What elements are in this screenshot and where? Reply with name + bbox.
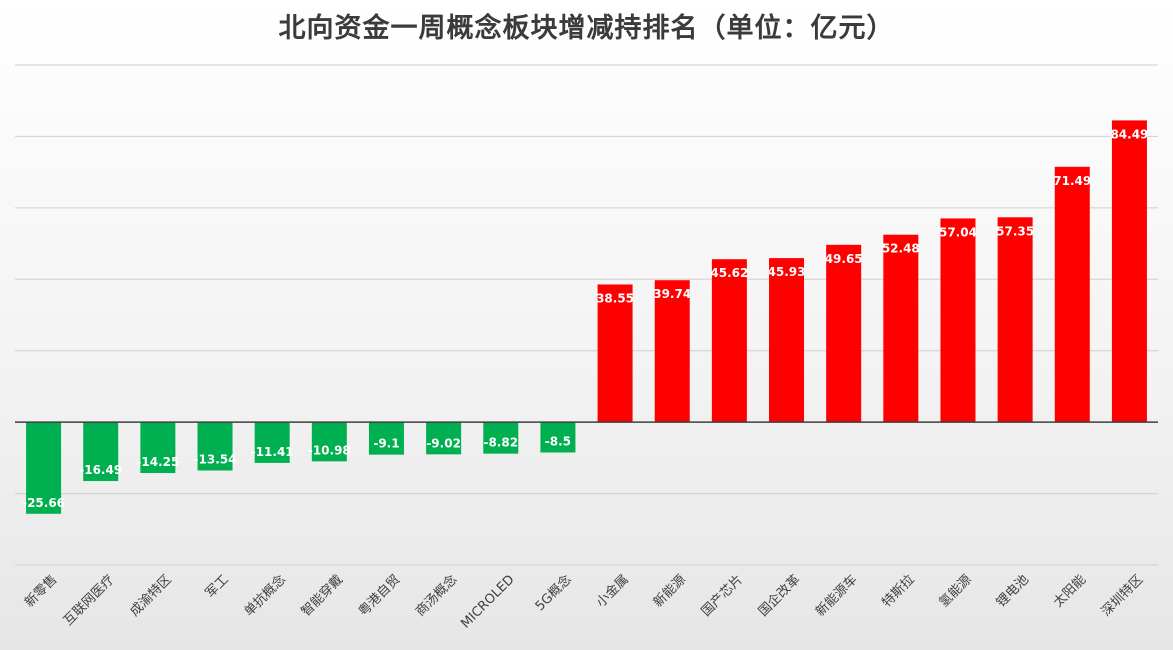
category-label: 成渝特区 xyxy=(127,572,175,620)
category-label: 特斯拉 xyxy=(879,572,917,610)
bar-成渝特区 xyxy=(140,422,176,474)
bar-新能源车 xyxy=(826,244,862,423)
gridlines xyxy=(15,64,1158,566)
category-label: 互联网医疗 xyxy=(61,572,118,629)
category-label: 单抗概念 xyxy=(241,572,289,620)
bar-小金属 xyxy=(597,284,633,423)
data-label: 57.04 xyxy=(939,225,977,239)
data-label: -13.54 xyxy=(194,453,237,467)
bar-太阳能 xyxy=(1054,166,1090,423)
data-label: -11.41 xyxy=(251,445,294,459)
category-label: 智能穿戴 xyxy=(298,572,346,620)
category-label: 粤港自贸 xyxy=(355,572,403,620)
data-label: 49.65 xyxy=(825,252,863,266)
data-label: -8.82 xyxy=(483,436,518,450)
data-labels: -25.66 -16.49 -14.25 -13.54 -11.41 -10.98 -9.1… xyxy=(22,127,1148,509)
category-label: 新能源车 xyxy=(812,572,860,620)
bar-新能源 xyxy=(654,280,690,423)
data-label: 39.74 xyxy=(653,287,691,301)
bar-互联网医疗 xyxy=(83,422,119,482)
data-label: -14.25 xyxy=(136,455,179,469)
chart-title: 北向资金一周概念板块增减持排名（单位：亿元） xyxy=(278,13,895,44)
category-label: 国企改革 xyxy=(755,572,803,620)
bar-锂电池 xyxy=(997,217,1033,423)
bar-军工 xyxy=(197,422,233,471)
data-label: -8.5 xyxy=(545,435,571,449)
data-label: 71.49 xyxy=(1053,174,1091,188)
bar-5G概念 xyxy=(540,422,576,453)
bar-商汤概念 xyxy=(426,422,462,455)
category-label: 5G概念 xyxy=(532,572,575,615)
category-label: 太阳能 xyxy=(1051,572,1089,610)
data-label: -25.66 xyxy=(22,496,65,510)
category-label: 氢能源 xyxy=(937,572,975,610)
bar-特斯拉 xyxy=(883,234,919,423)
data-label: -10.98 xyxy=(308,443,351,457)
category-label: 新能源 xyxy=(650,572,689,611)
data-label: -9.02 xyxy=(426,436,461,450)
data-label: 84.49 xyxy=(1110,127,1148,141)
bar-氢能源 xyxy=(940,218,976,423)
bar-智能穿戴 xyxy=(311,422,347,462)
category-label: 军工 xyxy=(203,572,232,601)
category-label: 深圳特区 xyxy=(1099,572,1146,619)
bar-新零售 xyxy=(26,422,62,514)
category-label: 新零售 xyxy=(22,572,61,611)
category-label: 锂电池 xyxy=(994,572,1032,610)
bar-国产芯片 xyxy=(711,259,747,423)
bar-单抗概念 xyxy=(254,422,290,463)
bars xyxy=(26,120,1147,514)
data-label: 45.62 xyxy=(710,266,748,280)
data-label: 52.48 xyxy=(882,242,920,256)
bar-粤港自贸 xyxy=(368,422,404,455)
data-label: 38.55 xyxy=(596,291,634,305)
data-label: 57.35 xyxy=(996,224,1034,238)
data-label: 45.93 xyxy=(768,265,806,279)
category-label: 国产芯片 xyxy=(699,572,746,619)
bar-MICROLED xyxy=(483,422,519,454)
bar-国企改革 xyxy=(769,258,805,423)
data-label: -16.49 xyxy=(79,463,122,477)
data-label: -9.1 xyxy=(373,437,399,451)
category-label: 小金属 xyxy=(593,572,632,611)
category-label: 商汤概念 xyxy=(412,572,460,620)
category-label: MICROLED xyxy=(458,572,517,631)
bar-深圳特区 xyxy=(1111,120,1147,423)
